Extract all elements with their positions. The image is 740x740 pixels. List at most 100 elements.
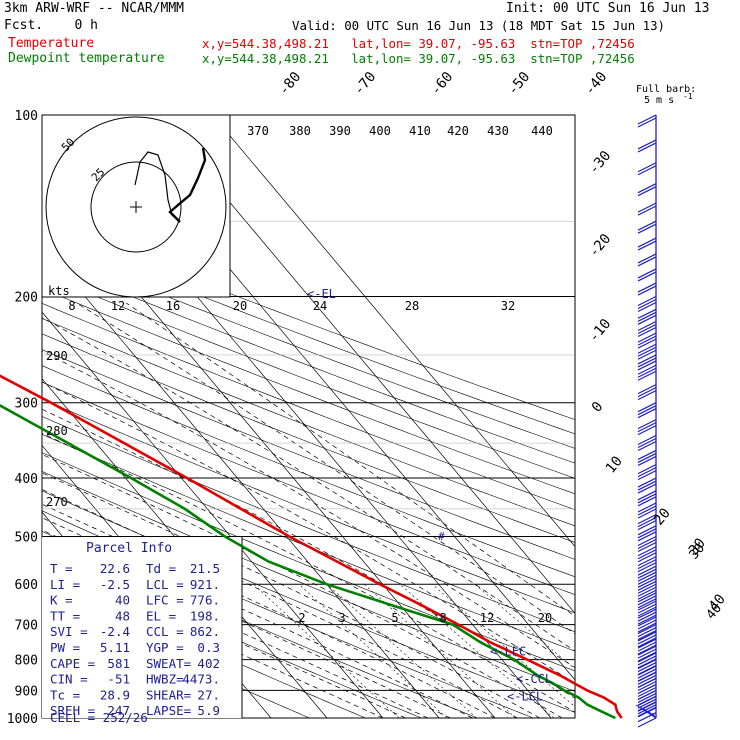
info-value: 48 [115,608,130,623]
info-value: 247 [107,703,130,718]
wind-barb [637,606,657,617]
wind-barb [637,298,657,310]
wind-barb [637,574,657,585]
dewpoint-location: x,y=544.38,498.21 lat,lon= 39.07, -95.63… [202,51,635,66]
theta-label: 400 [369,124,391,138]
info-key: Tc = [50,687,80,702]
wind-barb [637,162,657,173]
info-key: LAPSE= [146,703,191,718]
wind-barb [637,655,657,666]
wind-barb [637,493,657,504]
wind-barb [637,644,657,655]
wind-barb [637,271,657,282]
mixing-ratio-label: 5 [391,611,398,625]
wind-barb [637,390,657,401]
wind-barb [637,659,657,670]
info-value: -51 [107,672,130,687]
info-key: YGP = [146,640,184,655]
wind-barb [637,538,657,550]
wind-barb [637,662,657,673]
wind-barb [637,205,657,216]
isotherm-label: -10 [586,316,615,346]
wind-barb [637,308,657,319]
pressure-label: 600 [15,578,38,593]
wind-barb [637,301,657,313]
mixing-ratio-line [253,583,400,718]
info-value: -2.5 [100,577,130,592]
moist-adiabat [76,302,575,635]
wind-barb [637,674,657,685]
level-marker: <-LCL [507,689,543,703]
wind-barb [637,608,657,619]
wind-barb [637,589,657,600]
wind-barb [637,437,657,449]
level-marker: <-CCL [516,672,552,686]
barb-legend-title: Full barb: [636,84,696,95]
moist-adiabat [42,317,575,652]
wind-barb [637,692,657,703]
dry-adiabat [42,574,366,718]
info-key: SHEAR= [146,687,191,702]
wind-barb [637,323,657,335]
wind-barb [637,186,657,197]
info-key: SVI = [50,624,88,639]
wind-barb [637,114,657,125]
wind-barb [637,586,657,597]
pressure-label: 900 [15,684,38,699]
pressure-label: 1000 [7,712,38,727]
wind-barb [637,360,657,371]
dry-adiabat [42,433,575,652]
info-value: 776. [190,593,220,608]
barb-legend-unit: -1 [683,92,693,101]
wind-barb [637,704,657,715]
moist-adiabat [42,472,540,718]
wind-barb [637,142,657,153]
info-value: 921. [190,577,220,592]
wind-barb [637,668,657,679]
wind-barb [637,695,657,706]
moist-adiabat [42,381,575,684]
theta-label: 280 [46,424,68,438]
wind-barb [637,477,657,488]
moist-adiabat [42,562,384,718]
wind-barb [637,665,657,676]
wind-barb [637,338,657,349]
wind-barb [637,528,657,539]
isotherm-label: 10 [603,453,626,476]
wind-barb [637,595,657,606]
wind-barb [637,577,657,588]
hodograph-trace [168,147,207,223]
wind-barb [637,253,657,264]
wind-barb [637,480,657,491]
dry-adiabat [42,398,575,614]
moist-adiabat [42,408,575,699]
info-value: 4473. [182,672,220,687]
info-box [42,537,242,718]
wind-barb [637,580,657,591]
dewpoint-legend: Dewpoint temperature [8,51,165,66]
theta-label: 420 [447,124,469,138]
wind-barb [637,470,657,481]
wind-barb [637,645,657,656]
wind-barb [637,311,657,322]
moist-adiabat [42,453,563,718]
wind-barb [637,600,657,611]
wind-barb [637,552,657,563]
wind-barb [637,496,657,507]
level-marker: <-EL [307,287,336,301]
wind-barb [637,517,657,528]
mixing-ratio-label: 2 [298,611,305,625]
wind-barb [637,619,657,630]
moist-adiabat [42,432,575,713]
theta-label: 410 [409,124,431,138]
wind-barb [637,419,657,430]
pressure-label: 200 [15,291,38,306]
wind-barb [637,677,657,689]
theta-label: 270 [46,495,68,509]
wind-barb [637,434,657,446]
pressure-label: 300 [15,397,38,412]
wind-barb [637,680,657,692]
wind-barb [637,387,657,398]
isotherm-label: -30 [586,148,615,178]
